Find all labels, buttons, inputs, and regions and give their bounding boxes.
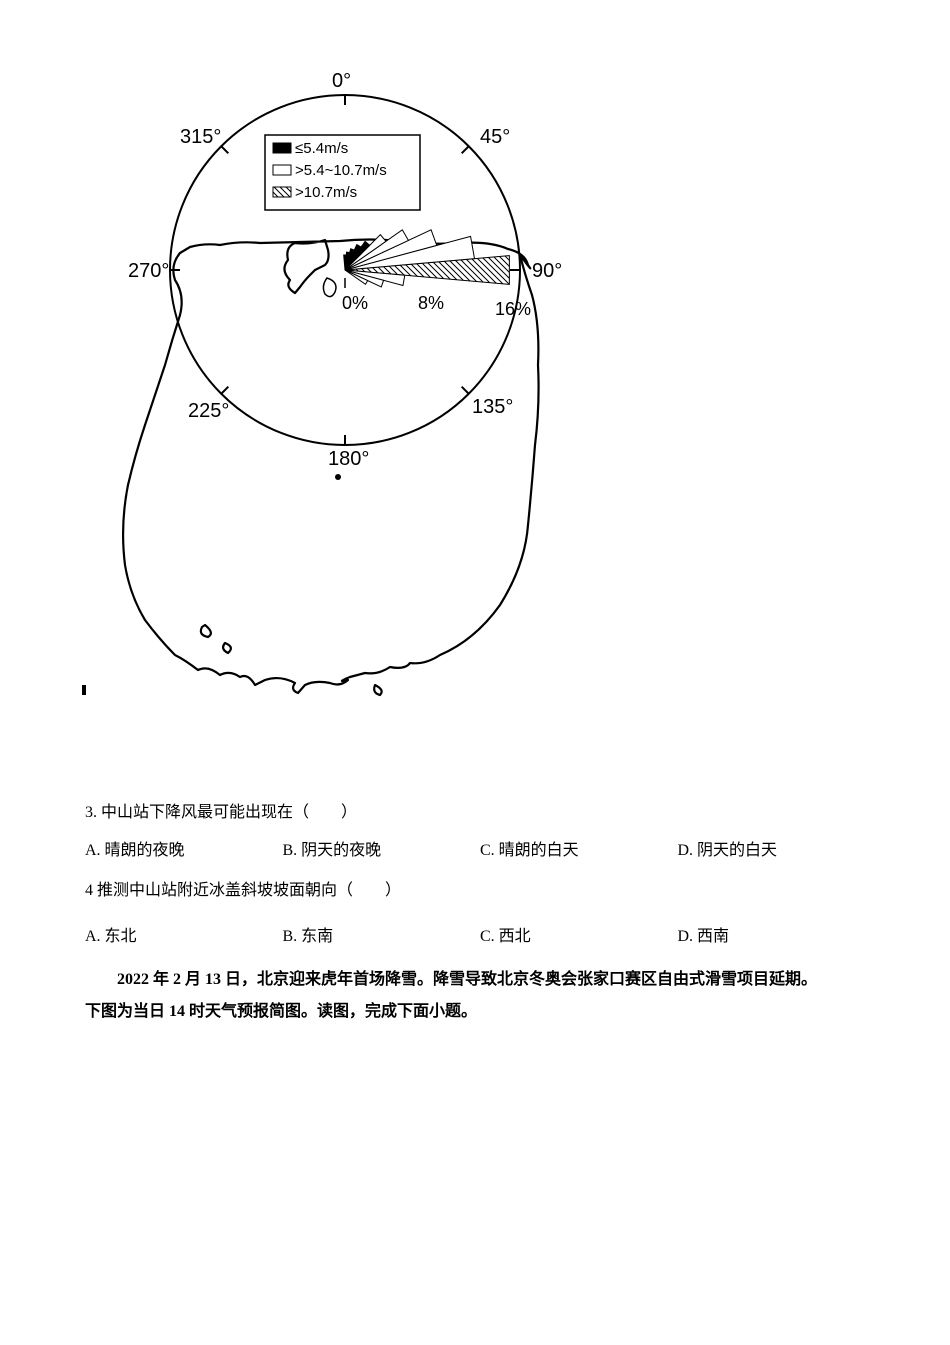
- q3-option-b[interactable]: B. 阴天的夜晚: [283, 838, 481, 864]
- svg-text:16%: 16%: [495, 299, 531, 319]
- svg-text:≤5.4m/s: ≤5.4m/s: [295, 140, 348, 157]
- q3-option-c[interactable]: C. 晴朗的白天: [480, 838, 678, 864]
- svg-text:0°: 0°: [332, 70, 351, 92]
- q3-text: 3. 中山站下降风最可能出现在（ ）: [85, 804, 357, 821]
- q4-text: 4 推测中山站附近冰盖斜坡坡面朝向（ ）: [85, 882, 401, 899]
- svg-text:0%: 0%: [342, 293, 368, 313]
- passage-intro: 2022 年 2 月 13 日，北京迎来虎年首场降雪。降雪导致北京冬奥会张家口赛…: [85, 964, 875, 1028]
- q4-option-d[interactable]: D. 西南: [678, 924, 876, 950]
- q4-option-b[interactable]: B. 东南: [283, 924, 481, 950]
- question-3-options: A. 晴朗的夜晚 B. 阴天的夜晚 C. 晴朗的白天 D. 阴天的白天: [85, 838, 875, 864]
- svg-text:135°: 135°: [472, 396, 513, 418]
- svg-text:225°: 225°: [188, 400, 229, 422]
- q3-option-a[interactable]: A. 晴朗的夜晚: [85, 838, 283, 864]
- svg-text:270°: 270°: [128, 260, 169, 282]
- question-4-stem: 4 推测中山站附近冰盖斜坡坡面朝向（ ）: [85, 878, 875, 904]
- question-4-options: A. 东北 B. 东南 C. 西北 D. 西南: [85, 924, 875, 950]
- svg-text:180°: 180°: [328, 448, 369, 470]
- passage-line2: 下图为当日 14 时天气预报简图。读图，完成下面小题。: [85, 996, 875, 1028]
- passage-line1: 2022 年 2 月 13 日，北京迎来虎年首场降雪。降雪导致北京冬奥会张家口赛…: [85, 964, 875, 996]
- svg-text:8%: 8%: [418, 293, 444, 313]
- q4-option-c[interactable]: C. 西北: [480, 924, 678, 950]
- q4-option-a[interactable]: A. 东北: [85, 924, 283, 950]
- svg-text:45°: 45°: [480, 126, 510, 148]
- q3-option-d[interactable]: D. 阴天的白天: [678, 838, 876, 864]
- svg-text:>5.4~10.7m/s: >5.4~10.7m/s: [295, 162, 387, 179]
- svg-text:>10.7m/s: >10.7m/s: [295, 184, 357, 201]
- wind-rose-map-diagram: 0° 45° 90° 135° 180° 225° 270° 315° 0% 8% 16% ≤5.4m…: [80, 65, 610, 765]
- svg-text:315°: 315°: [180, 126, 221, 148]
- question-3-stem: 3. 中山站下降风最可能出现在（ ）: [85, 800, 875, 826]
- diagram-svg: 0° 45° 90° 135° 180° 225° 270° 315° 0% 8% 16% ≤5.4m…: [80, 65, 610, 765]
- svg-text:90°: 90°: [532, 260, 562, 282]
